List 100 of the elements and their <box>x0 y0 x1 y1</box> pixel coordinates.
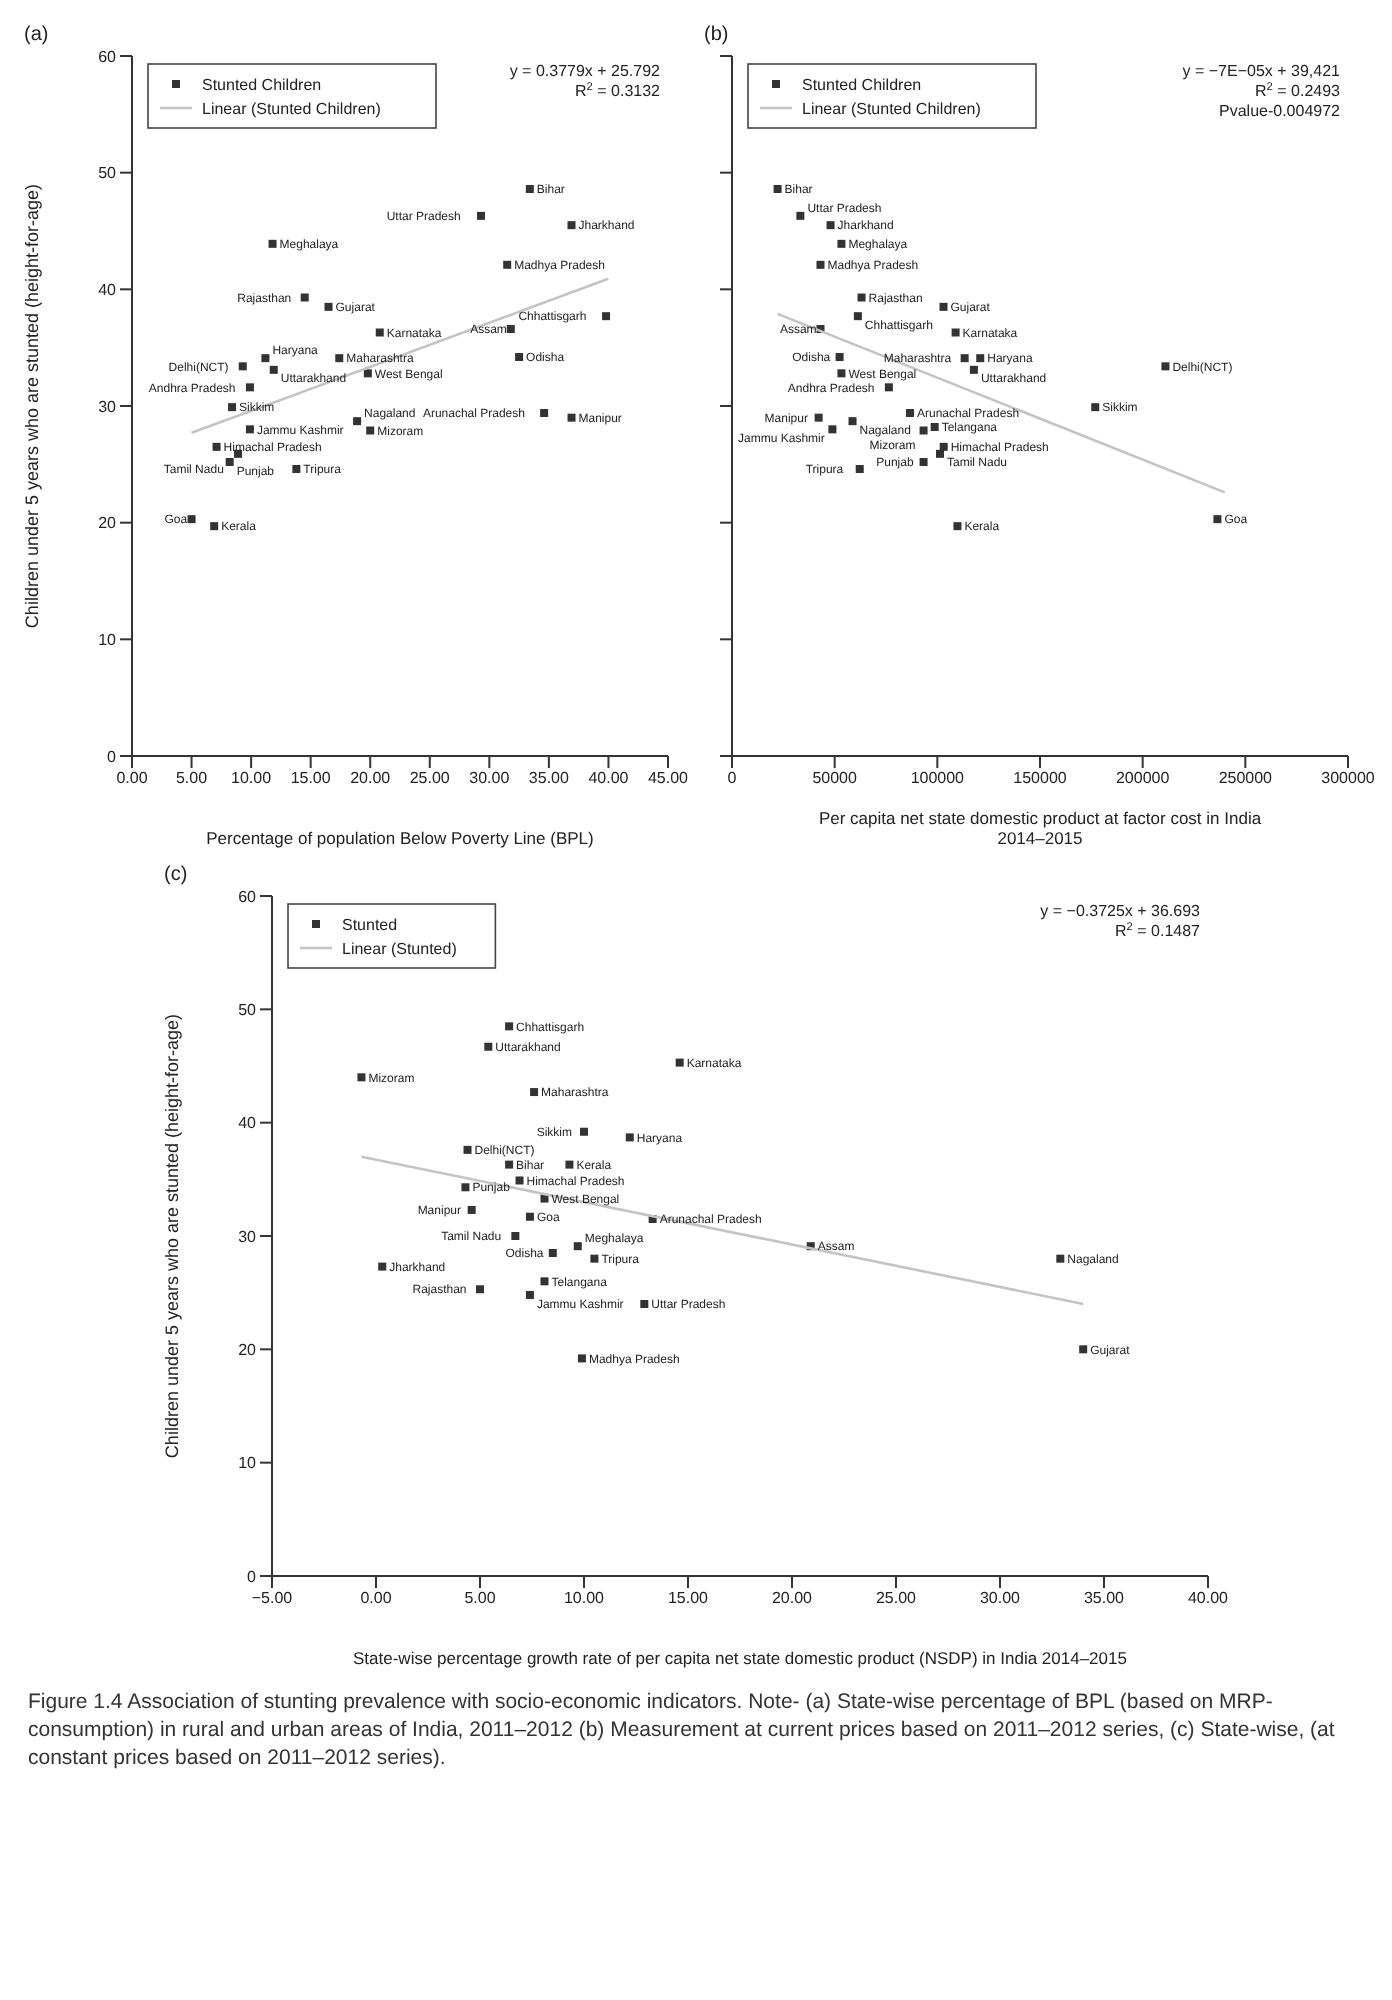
x-tick-label: 0 <box>727 769 738 788</box>
x-tick-label: 20.00 <box>771 1589 814 1608</box>
point <box>848 417 857 426</box>
point <box>505 1022 514 1031</box>
x-tick-label: 15.00 <box>290 769 332 788</box>
point <box>1161 362 1170 371</box>
point <box>525 1212 534 1221</box>
x-tick-label: 15.00 <box>667 1589 710 1608</box>
point <box>187 515 196 524</box>
point <box>1056 1254 1065 1263</box>
x-tick-label: 35.00 <box>528 769 570 788</box>
point <box>228 403 237 412</box>
x-tick-label: 40.00 <box>588 769 630 788</box>
point <box>463 1145 472 1154</box>
point <box>816 260 825 269</box>
legend-label: Linear (Stunted) <box>342 940 458 958</box>
point <box>919 458 928 466</box>
point <box>300 293 309 302</box>
point <box>814 413 823 422</box>
legend-label: Stunted Children <box>802 76 922 94</box>
point <box>530 1088 539 1097</box>
point <box>461 1183 470 1192</box>
x-axis-title: Per capita net state domestic product at factor cost in India 2014–2015 <box>818 808 1262 848</box>
x-tick-label: 300000 <box>1321 769 1376 788</box>
point <box>796 211 805 220</box>
y-tick-label: 0 <box>247 1567 258 1586</box>
x-tick-label: 10.00 <box>563 1589 606 1608</box>
point <box>363 369 372 378</box>
point <box>573 1242 582 1251</box>
point <box>580 1127 588 1136</box>
point <box>269 365 278 374</box>
point <box>976 354 985 363</box>
point <box>675 1058 684 1067</box>
point <box>540 409 549 417</box>
point <box>567 413 576 422</box>
x-tick-label: 150000 <box>1013 769 1068 788</box>
y-tick-label: 60 <box>238 887 258 906</box>
point <box>503 260 512 269</box>
point <box>378 1262 387 1271</box>
x-tick-label: 0.00 <box>116 769 149 788</box>
annotation: y = −7E−05x + 39,421 <box>1182 62 1342 80</box>
chart-title: (b) <box>704 24 729 46</box>
chart-title: (c) <box>164 864 188 886</box>
point <box>324 302 333 311</box>
point <box>245 425 254 434</box>
legend-label: Linear (Stunted Children) <box>202 100 382 118</box>
x-tick-label: 5.00 <box>464 1589 497 1608</box>
point <box>1079 1345 1088 1354</box>
point <box>857 293 866 302</box>
legend-label: Stunted <box>342 916 398 934</box>
point <box>525 1290 534 1299</box>
x-tick-label: 25.00 <box>409 769 451 788</box>
point <box>884 383 893 392</box>
point <box>855 465 864 473</box>
point <box>506 325 515 333</box>
point <box>969 365 978 374</box>
y-tick-label: 10 <box>98 631 118 650</box>
annotation: R$^{2}$ = 0.1487 <box>1115 922 1202 940</box>
point <box>548 1249 557 1257</box>
caption: Figure 1.4 Association of stunting prevalence with socio-economic indicators. Note- (a) State-wise percentage of BPL (based on MRP-consumption) in rural and urban areas of India, 2011–2012 (b) Measurement at current prices based on 2011–2012 series, (c) State-wise, (at constant prices based on 2011–2012 series). <box>28 1688 1337 1772</box>
annotation: y = −0.3725x + 36.693 <box>1040 902 1202 920</box>
point <box>837 239 846 248</box>
point <box>939 302 948 311</box>
x-tick-label: 25.00 <box>875 1589 918 1608</box>
y-tick-label: 20 <box>98 514 118 533</box>
y-axis-title: Children under 5 years who are stunted (height-for-age) <box>22 183 42 629</box>
point <box>525 185 534 193</box>
point <box>225 458 234 466</box>
y-tick-label: 40 <box>238 1114 258 1133</box>
x-tick-label: 10.00 <box>231 769 273 788</box>
point <box>567 221 576 230</box>
x-tick-label: 5.00 <box>175 769 209 788</box>
y-tick-label: 40 <box>98 281 118 300</box>
x-axis-title: State-wise percentage growth rate of per capita net state domestic product (NSDP) in India 2014–2015 <box>353 1648 1128 1668</box>
point <box>826 221 835 230</box>
x-tick-label: 250000 <box>1218 769 1274 788</box>
point <box>625 1133 634 1142</box>
y-tick-label: 20 <box>238 1341 258 1360</box>
point <box>919 426 928 435</box>
point <box>476 1285 484 1294</box>
point <box>540 1277 549 1286</box>
y-tick-label: 0 <box>107 747 118 766</box>
y-tick-label: 30 <box>98 397 118 416</box>
x-axis-title: Percentage of population Below Poverty Line (BPL) <box>206 828 595 848</box>
x-tick-label: 0.00 <box>360 1589 393 1608</box>
x-tick-label: 20.00 <box>350 769 392 788</box>
point <box>375 328 384 337</box>
x-tick-label: 50000 <box>812 769 859 788</box>
x-tick-label: 45.00 <box>647 769 690 788</box>
point <box>936 449 944 458</box>
point <box>602 312 611 321</box>
point <box>828 425 837 434</box>
y-tick-label: 50 <box>238 1001 258 1020</box>
point <box>245 383 254 392</box>
point <box>353 417 362 426</box>
point <box>640 1300 649 1308</box>
y-tick-label: 30 <box>238 1227 258 1246</box>
point <box>906 409 915 417</box>
chart-title: (a) <box>24 24 49 46</box>
point <box>515 353 524 361</box>
